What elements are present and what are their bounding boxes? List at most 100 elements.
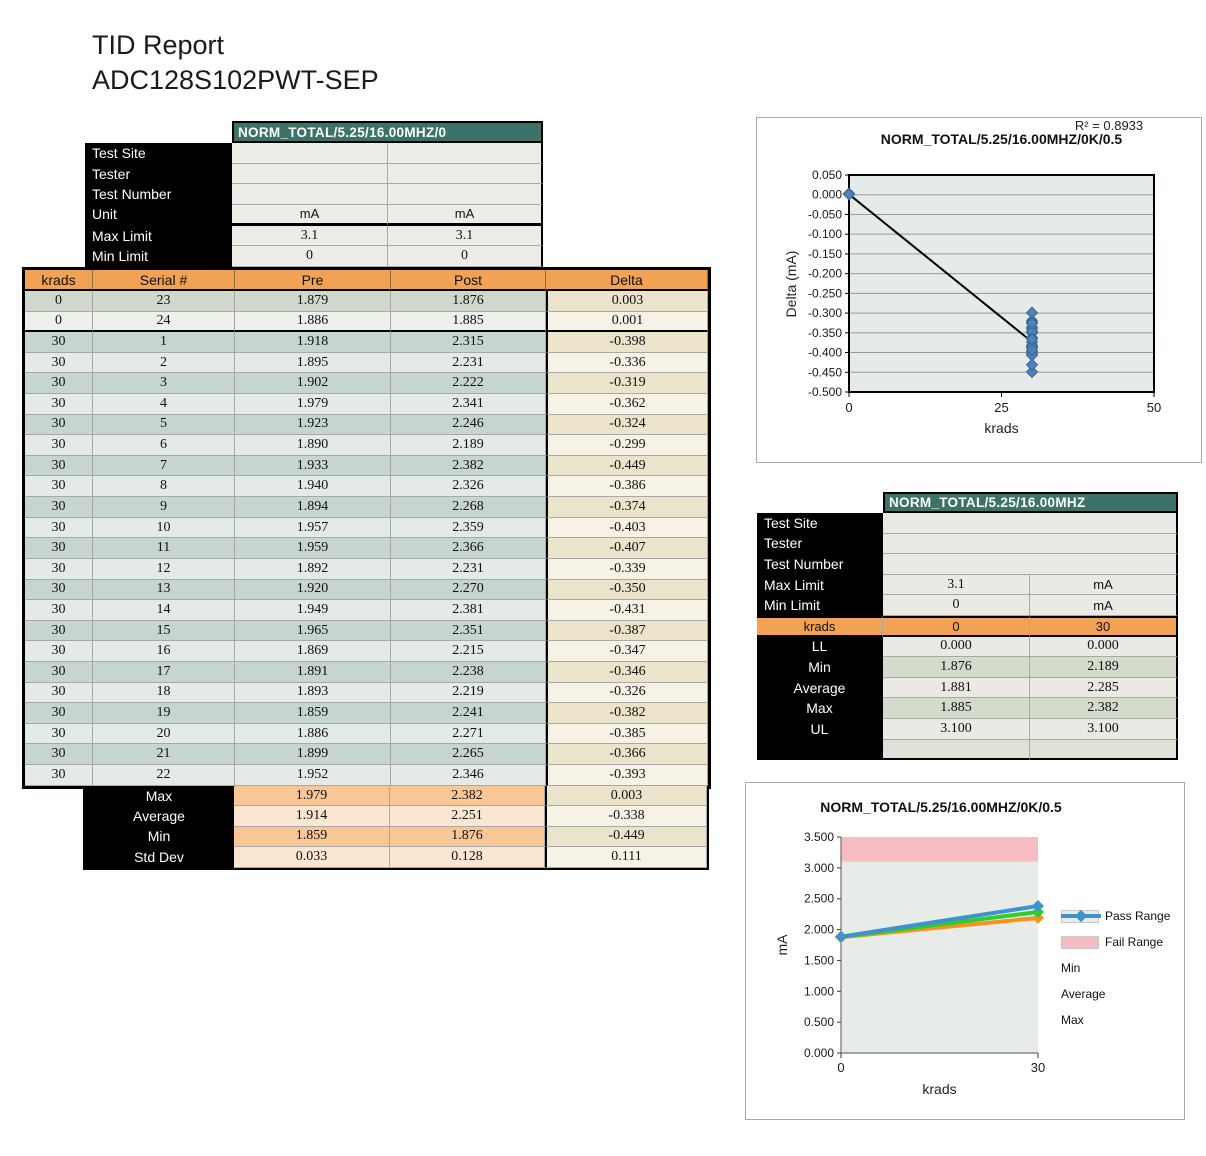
value-cell: 0 bbox=[883, 595, 1030, 616]
cell-delta: -0.387 bbox=[546, 620, 708, 642]
cell-krads: 30 bbox=[25, 661, 93, 683]
krads-value: 0 bbox=[883, 615, 1030, 637]
cell-krads: 30 bbox=[25, 600, 93, 621]
stat-value: 1.885 bbox=[883, 698, 1030, 719]
cell-delta: -0.324 bbox=[546, 414, 708, 436]
cell-delta: 0.001 bbox=[546, 311, 708, 333]
svg-text:2.500: 2.500 bbox=[804, 892, 834, 906]
row-label: Tester bbox=[757, 533, 883, 555]
value-cell bbox=[232, 163, 388, 185]
cell-pre: 1.940 bbox=[235, 476, 391, 498]
cell-serial: 8 bbox=[93, 476, 235, 498]
svg-text:50: 50 bbox=[1147, 400, 1161, 415]
stat-value: 2.382 bbox=[1030, 698, 1178, 719]
value-cell bbox=[883, 533, 1178, 555]
unit-cell: mA bbox=[1030, 595, 1178, 616]
summary-stats-table: Max 1.979 2.382 0.003 Average 1.914 2.251 -0.33… bbox=[83, 786, 709, 870]
cell-post: 2.346 bbox=[391, 765, 546, 786]
y-axis-label: Delta (mA) bbox=[783, 250, 799, 318]
delta-scatter-chart: 0.050 0.000 -0.050 -0.100 -0.150 -0.200 -0.250… bbox=[808, 168, 1161, 415]
cell-delta: -0.385 bbox=[546, 723, 708, 745]
cell-delta: -0.449 bbox=[546, 455, 708, 477]
stat-value: 3.100 bbox=[1030, 718, 1178, 740]
cell-krads: 30 bbox=[25, 497, 93, 518]
row-label: Test Site bbox=[757, 513, 883, 534]
cell-post: 2.351 bbox=[391, 620, 546, 642]
cell-krads: 30 bbox=[25, 435, 93, 456]
cell-krads: 30 bbox=[25, 538, 93, 559]
cell-pre: 1.892 bbox=[235, 558, 391, 580]
stat-value: 1.876 bbox=[883, 657, 1030, 678]
cell-krads: 30 bbox=[25, 476, 93, 498]
cell-pre: 1.923 bbox=[235, 414, 391, 436]
stat-value: 2.285 bbox=[1030, 677, 1178, 699]
cell-serial: 13 bbox=[93, 579, 235, 601]
cell-delta: -0.347 bbox=[546, 641, 708, 662]
value-cell bbox=[388, 143, 543, 164]
summary-delta: 0.003 bbox=[545, 786, 707, 807]
row-label: Min Limit bbox=[757, 595, 883, 616]
cell-post: 2.326 bbox=[391, 476, 546, 498]
cell-serial: 4 bbox=[93, 394, 235, 415]
cell-serial: 10 bbox=[93, 517, 235, 539]
column-header: Delta bbox=[546, 270, 708, 291]
cell-pre: 1.899 bbox=[235, 744, 391, 766]
value-cell: 3.1 bbox=[388, 225, 543, 247]
summary-row-label: Average bbox=[85, 806, 234, 827]
cell-krads: 30 bbox=[25, 414, 93, 436]
svg-text:-0.200: -0.200 bbox=[808, 267, 842, 281]
legend-item-fail-range: Fail Range bbox=[1061, 935, 1170, 949]
cell-post: 2.382 bbox=[391, 455, 546, 477]
legend-item-average: Average bbox=[1061, 910, 1170, 1001]
cell-delta: -0.350 bbox=[546, 579, 708, 601]
unit-cell: mA bbox=[1030, 574, 1178, 596]
cell-pre: 1.933 bbox=[235, 455, 391, 477]
cell-serial: 19 bbox=[93, 703, 235, 724]
stat-value: 0.000 bbox=[883, 636, 1030, 658]
summary-post: 2.382 bbox=[390, 786, 545, 807]
row-label: Min Limit bbox=[85, 246, 232, 268]
value-cell: 0 bbox=[388, 246, 543, 268]
svg-text:0.050: 0.050 bbox=[812, 168, 842, 182]
svg-text:-0.150: -0.150 bbox=[808, 247, 842, 261]
summary-delta: 0.111 bbox=[545, 847, 707, 868]
cell-krads: 30 bbox=[25, 765, 93, 786]
row-label: Test Number bbox=[85, 184, 232, 206]
cell-pre: 1.949 bbox=[235, 600, 391, 621]
svg-text:2.000: 2.000 bbox=[804, 923, 834, 937]
cell-delta: -0.346 bbox=[546, 661, 708, 683]
svg-text:30: 30 bbox=[1031, 1060, 1045, 1075]
cell-post: 2.222 bbox=[391, 373, 546, 395]
svg-text:0.000: 0.000 bbox=[804, 1046, 834, 1060]
summary-post: 2.251 bbox=[390, 806, 545, 827]
cell-pre: 1.879 bbox=[235, 291, 391, 312]
cell-serial: 1 bbox=[93, 332, 235, 353]
cell-serial: 23 bbox=[93, 291, 235, 312]
krads-label: krads bbox=[757, 615, 883, 637]
stat-row-label: LL bbox=[757, 636, 883, 658]
summary-pre: 1.979 bbox=[234, 786, 390, 807]
value-cell bbox=[232, 184, 388, 206]
value-cell bbox=[388, 184, 543, 206]
cell-post: 2.315 bbox=[391, 332, 546, 353]
row-label: Max Limit bbox=[757, 574, 883, 596]
cell-serial: 9 bbox=[93, 497, 235, 518]
summary-row-label: Std Dev bbox=[85, 847, 234, 868]
norm-total-header: NORM_TOTAL/5.25/16.00MHZ bbox=[883, 492, 1178, 513]
cell-pre: 1.891 bbox=[235, 661, 391, 683]
cell-delta: -0.374 bbox=[546, 497, 708, 518]
stat-row-label: Max bbox=[757, 698, 883, 719]
cell-delta: -0.299 bbox=[546, 435, 708, 456]
summary-row-label: Min bbox=[85, 826, 234, 848]
chart-title: NORM_TOTAL/5.25/16.00MHZ/0K/0.5 bbox=[820, 799, 1062, 815]
cell-post: 1.876 bbox=[391, 291, 546, 312]
cell-pre: 1.957 bbox=[235, 517, 391, 539]
svg-text:-0.250: -0.250 bbox=[808, 286, 842, 300]
cell-pre: 1.886 bbox=[235, 311, 391, 333]
chart-legend: Pass Range Fail Range Min Average Max bbox=[1061, 909, 1170, 1039]
value-cell: 3.1 bbox=[232, 225, 388, 247]
cell-krads: 30 bbox=[25, 517, 93, 539]
svg-text:-0.500: -0.500 bbox=[808, 385, 842, 399]
cell-pre: 1.886 bbox=[235, 723, 391, 745]
limits-table: NORM_TOTAL/5.25/16.00MHZ/0 Test Site Teste… bbox=[85, 121, 543, 268]
